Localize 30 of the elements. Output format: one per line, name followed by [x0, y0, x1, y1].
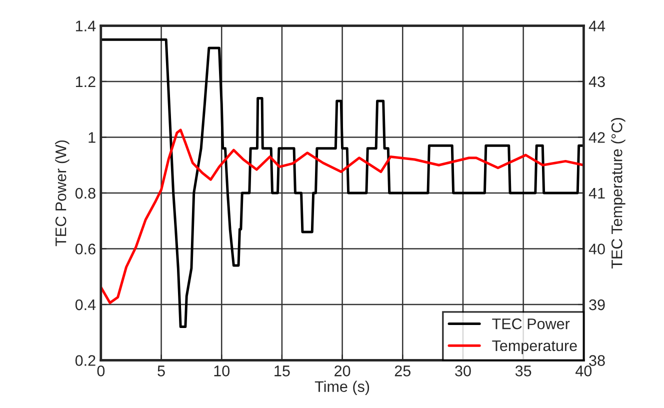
- x-tick-label: 40: [576, 366, 592, 376]
- line-series: [100, 128, 584, 304]
- y-tick-label: 0.8: [75, 188, 96, 199]
- x-tick-label: 20: [334, 366, 350, 376]
- y-tick-label: 0.2: [75, 355, 96, 366]
- x-tick-label: 25: [394, 366, 410, 376]
- x-tick-label: 15: [274, 366, 290, 376]
- y-tick-label: 1.2: [76, 76, 96, 87]
- y2-tick-label: 39: [589, 299, 605, 310]
- y2-tick-label: 43: [588, 76, 605, 88]
- y-tick-label: 0.4: [75, 299, 96, 310]
- x-tick-label: 10: [214, 366, 230, 376]
- y2-tick-label: 38: [589, 355, 605, 366]
- y-tick-label: 1: [88, 132, 96, 143]
- y2-tick-label: 40: [588, 244, 605, 254]
- x-tick-label: 30: [455, 366, 471, 376]
- y2-axis-title: TEC Temperature (°C): [611, 118, 626, 269]
- x-tick-label: 35: [515, 366, 532, 376]
- legend-label: TEC Power: [492, 318, 570, 330]
- line-series: [100, 38, 584, 328]
- y-tick-label: 1.4: [76, 20, 96, 32]
- x-tick-label: 0: [97, 366, 105, 376]
- y2-tick-label: 42: [588, 132, 605, 143]
- x-axis-title: Time (s): [314, 380, 370, 395]
- y2-tick-label: 41: [588, 188, 605, 199]
- y2-tick-label: 44: [588, 20, 606, 32]
- y-tick-label: 0.6: [75, 244, 96, 254]
- y-axis-title: TEC Power (W): [55, 140, 70, 246]
- x-tick-label: 5: [158, 366, 165, 376]
- legend-label: Temperature: [492, 340, 577, 354]
